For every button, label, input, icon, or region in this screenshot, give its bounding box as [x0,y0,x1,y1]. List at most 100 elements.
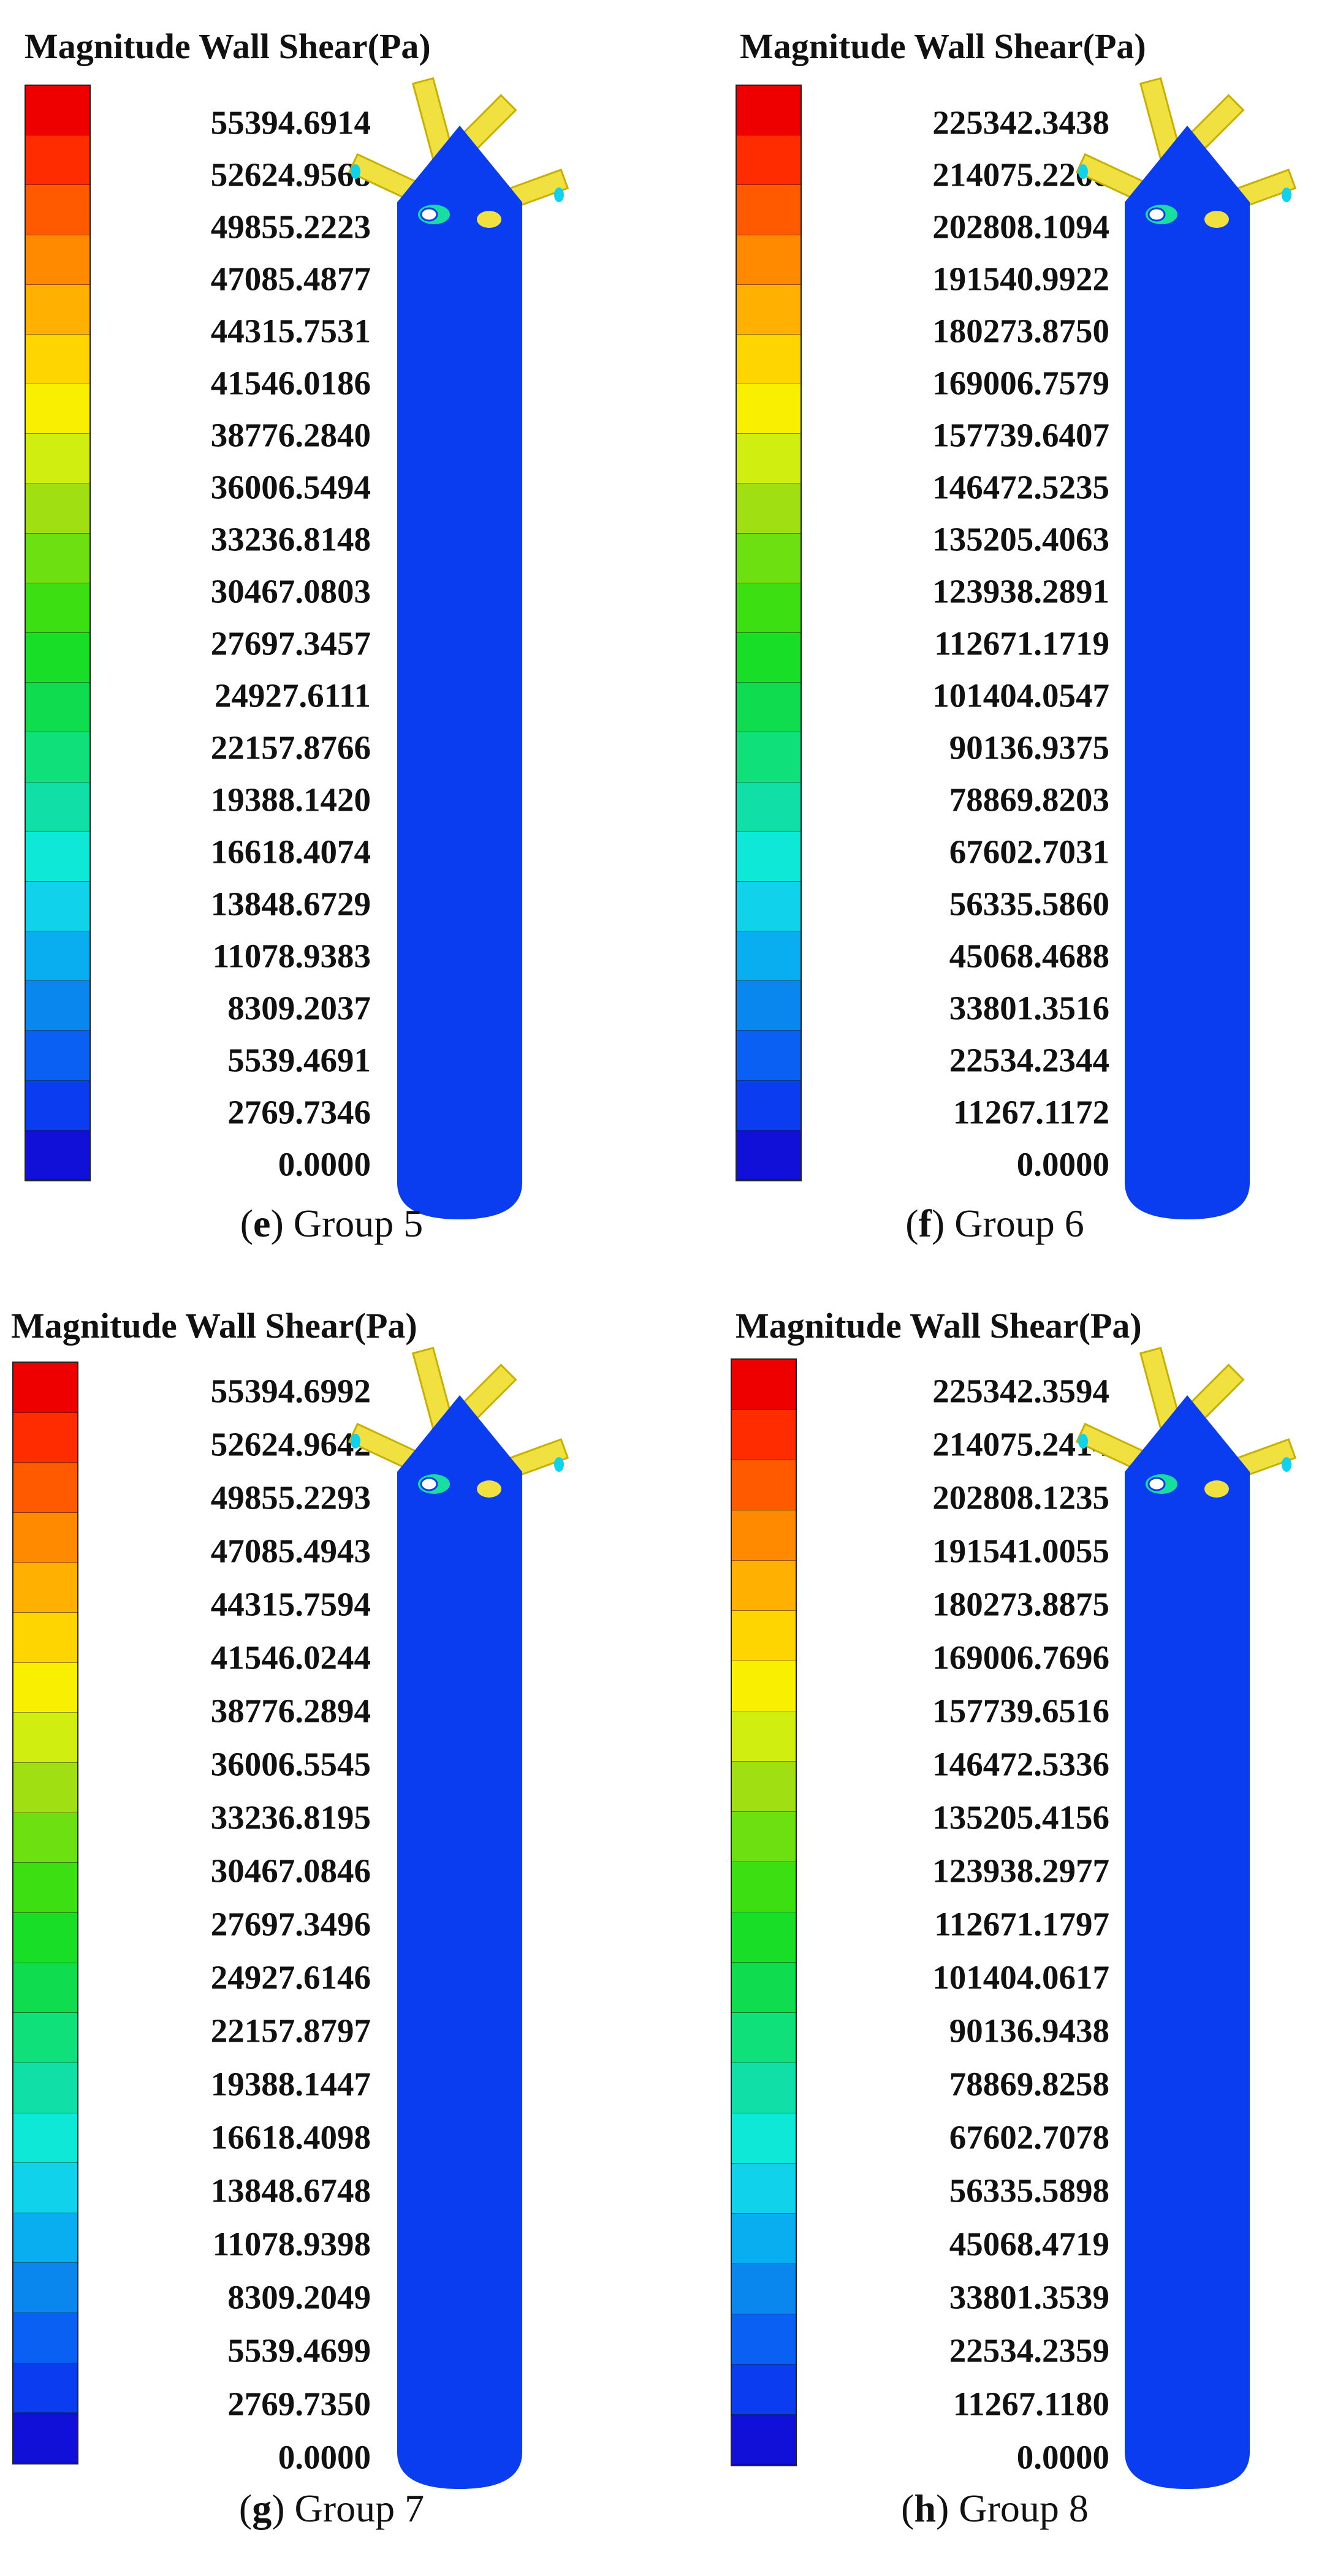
legend-tick-label: 191540.9922 [932,260,1109,298]
panel-caption: (f) Group 6 [905,1202,1084,1245]
legend-color-band [26,583,89,633]
legend-color-band [26,981,89,1031]
legend-color-band [13,2163,77,2213]
nozzle-outlet [1078,164,1088,179]
color-legend-bar [12,1362,78,2464]
legend-tick-label: 22534.2359 [949,2332,1109,2370]
legend-tick-label: 67602.7031 [949,833,1109,871]
panel-group-8: Magnitude Wall Shear(Pa) 225342.3594 2140… [663,1288,1326,2576]
legend-color-band [13,1963,77,2013]
legend-tick-label: 44315.7594 [210,1585,371,1623]
legend-title: Magnitude Wall Shear(Pa) [11,1306,417,1346]
legend-tick-label: 19388.1447 [210,2065,371,2103]
panel-caption: (g) Group 7 [238,2487,425,2530]
legend-tick-label: 0.0000 [1016,1145,1109,1183]
legend-color-band [737,881,800,932]
legend-color-band [26,334,89,385]
inlet-hole [1147,207,1166,222]
legend-color-band [737,683,800,733]
caption-letter: f [918,1202,932,1245]
legend-tick-label: 45068.4688 [949,937,1109,975]
legend-color-band [13,1512,77,1563]
legend-color-band [13,1813,77,1863]
legend-tick-label: 8309.2037 [227,989,371,1027]
legend-tick-label: 47085.4877 [210,260,371,298]
legend-tick-label: 45068.4719 [949,2225,1109,2263]
legend-tick-label: 16618.4074 [210,833,371,871]
legend-tick-label: 101404.0547 [932,676,1109,714]
legend-tick-label: 49855.2293 [210,1479,371,1517]
inlet-spot [1204,211,1229,228]
nozzle-outlet [351,1434,360,1449]
legend-tick-label: 47085.4943 [210,1532,371,1570]
legend-tick-label: 0.0000 [278,1145,371,1183]
legend-tick-label: 22157.8766 [210,729,371,767]
legend-title: Magnitude Wall Shear(Pa) [740,26,1146,66]
legend-title: Magnitude Wall Shear(Pa) [736,1306,1142,1346]
legend-tick-label: 169006.7579 [932,364,1109,402]
legend-color-band [732,1460,796,1510]
legend-tick-label: 112671.1719 [934,624,1109,662]
legend-tick-label: 24927.6146 [210,1958,371,1996]
legend-color-band [26,683,89,733]
legend-tick-label: 112671.1797 [934,1905,1109,1943]
legend-color-band [26,384,89,434]
legend-tick-label: 55394.6914 [210,104,371,142]
legend-color-band [26,434,89,484]
legend-tick-label: 202808.1094 [932,208,1109,246]
legend-color-band [26,881,89,932]
legend-tick-label: 55394.6992 [210,1372,371,1410]
legend-tick-label: 225342.3438 [932,104,1109,142]
legend-tick-label: 27697.3496 [210,1905,371,1943]
legend-color-band [26,284,89,335]
caption-letter: g [252,2487,272,2530]
legend-tick-label: 2769.7350 [227,2385,371,2423]
legend-tick-label: 5539.4699 [227,2332,371,2370]
legend-color-band [732,1862,796,1912]
legend-color-band [732,1963,796,2013]
legend-color-band [13,2413,77,2463]
inlet-spot [1204,1480,1229,1498]
legend-color-band [13,2213,77,2263]
caption-text: Group 7 [284,2487,425,2530]
vessel-wall-shear-contour [1075,77,1297,1219]
inlet-spot [477,211,501,228]
legend-tick-labels: 225342.3594 214075.2414 202808.1235 191541.… [895,1374,1109,2474]
legend-tick-label: 44315.7531 [210,312,371,350]
legend-color-band [737,533,800,583]
legend-tick-label: 38776.2840 [210,416,371,454]
legend-tick-label: 123938.2891 [932,572,1109,610]
legend-color-band [732,2063,796,2113]
legend-color-band [13,1463,77,1513]
legend-color-band [737,334,800,385]
legend-color-band [732,1661,796,1711]
legend-color-band [13,1662,77,1713]
legend-color-band [732,2264,796,2314]
legend-color-band [13,1412,77,1463]
legend-tick-label: 0.0000 [278,2438,371,2476]
legend-color-band [26,633,89,683]
legend-tick-label: 11267.1180 [952,2385,1109,2423]
legend-tick-label: 13848.6748 [210,2172,371,2210]
legend-color-band [13,2113,77,2164]
legend-color-band [26,86,89,136]
legend-color-band [737,931,800,982]
legend-color-band [26,1130,89,1180]
legend-color-band [732,1912,796,1963]
legend-color-band [732,2113,796,2164]
legend-color-band [26,483,89,534]
legend-color-band [13,1613,77,1663]
nozzle-outlet [351,164,360,179]
legend-color-band [737,483,800,534]
legend-tick-label: 52624.9568 [210,156,371,194]
legend-tick-label: 169006.7696 [932,1638,1109,1676]
legend-color-band [732,1762,796,1812]
legend-color-band [737,185,800,235]
legend-tick-label: 11078.9383 [212,937,371,975]
legend-color-band [13,2313,77,2363]
legend-tick-label: 101404.0617 [932,1958,1109,1996]
panel-group-6: Magnitude Wall Shear(Pa) 225342.3438 2140… [663,0,1326,1288]
legend-color-band [732,2415,796,2465]
legend-color-band [732,2214,796,2264]
caption-letter: e [253,1202,271,1245]
